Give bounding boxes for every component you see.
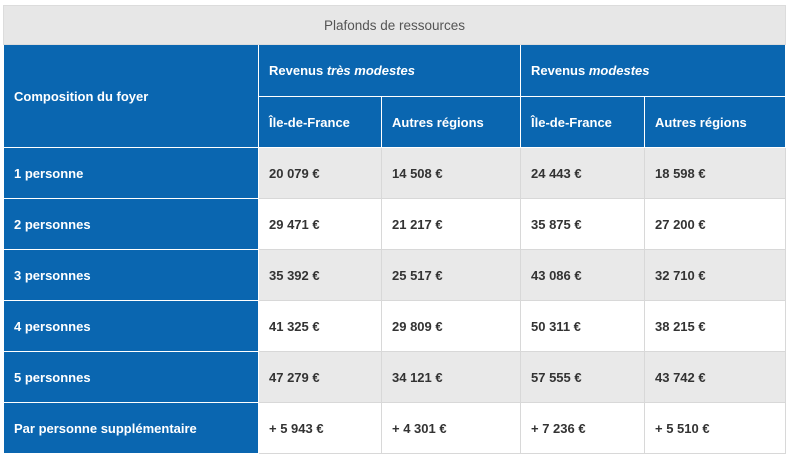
cell-value: 29 471 € xyxy=(258,198,382,250)
cell-value: 29 809 € xyxy=(381,300,521,352)
cell-value: 20 079 € xyxy=(258,147,382,199)
header-composition: Composition du foyer xyxy=(3,44,259,148)
cell-value: 24 443 € xyxy=(520,147,645,199)
header-modest-income: Revenus modestes xyxy=(519,44,787,97)
header-very-modest-income: Revenus très modestes xyxy=(258,44,521,97)
cell-value: 18 598 € xyxy=(643,147,787,199)
cell-value: 50 311 € xyxy=(520,300,645,352)
header-group1-italic: très modestes xyxy=(326,63,415,78)
table-row: 3 personnes 35 392 € 25 517 € 43 086 € 3… xyxy=(3,249,787,301)
table-row: 4 personnes 41 325 € 29 809 € 50 311 € 3… xyxy=(3,300,787,352)
cell-value: + 5 943 € xyxy=(258,402,382,454)
cell-value: 43 742 € xyxy=(643,351,787,403)
resource-ceilings-table-container: Plafonds de ressources Composition du fo… xyxy=(2,5,787,454)
table-row: Par personne supplémentaire + 5 943 € + … xyxy=(3,402,787,454)
resource-ceilings-table: Plafonds de ressources Composition du fo… xyxy=(2,5,787,454)
header-other-regions-2: Autres régions xyxy=(643,96,787,148)
cell-value: 14 508 € xyxy=(381,147,521,199)
row-label: 1 personne xyxy=(3,147,259,199)
cell-value: 57 555 € xyxy=(520,351,645,403)
table-row: 2 personnes 29 471 € 21 217 € 35 875 € 2… xyxy=(3,198,787,250)
header-idf-1: Île-de-France xyxy=(258,96,382,148)
cell-value: 43 086 € xyxy=(520,249,645,301)
row-label: 3 personnes xyxy=(3,249,259,301)
row-label: Par personne supplémentaire xyxy=(3,402,259,454)
cell-value: + 7 236 € xyxy=(520,402,645,454)
cell-value: 47 279 € xyxy=(258,351,382,403)
cell-value: 41 325 € xyxy=(258,300,382,352)
cell-value: 21 217 € xyxy=(381,198,521,250)
table-caption: Plafonds de ressources xyxy=(2,5,787,45)
row-label: 2 personnes xyxy=(3,198,259,250)
header-group2-italic: modestes xyxy=(588,63,650,78)
cell-value: + 4 301 € xyxy=(381,402,521,454)
table-row: 5 personnes 47 279 € 34 121 € 57 555 € 4… xyxy=(3,351,787,403)
table-caption-row: Plafonds de ressources xyxy=(2,5,787,45)
header-row-main: Composition du foyer Revenus très modest… xyxy=(3,44,787,148)
cell-value: 27 200 € xyxy=(643,198,787,250)
cell-value: 38 215 € xyxy=(643,300,787,352)
cell-value: 34 121 € xyxy=(381,351,521,403)
header-group2-prefix: Revenus xyxy=(531,63,589,78)
header-idf-2: Île-de-France xyxy=(520,96,645,148)
header-row-sub: Île-de-France Autres régions Île-de-Fran… xyxy=(4,96,787,148)
cell-value: 32 710 € xyxy=(643,249,787,301)
header-other-regions-1: Autres régions xyxy=(381,96,521,148)
row-label: 4 personnes xyxy=(3,300,259,352)
cell-value: 35 875 € xyxy=(520,198,645,250)
row-label: 5 personnes xyxy=(3,351,259,403)
table-row: 1 personne 20 079 € 14 508 € 24 443 € 18… xyxy=(3,147,787,199)
header-group1-prefix: Revenus xyxy=(269,63,327,78)
cell-value: + 5 510 € xyxy=(643,402,787,454)
cell-value: 25 517 € xyxy=(381,249,521,301)
cell-value: 35 392 € xyxy=(258,249,382,301)
